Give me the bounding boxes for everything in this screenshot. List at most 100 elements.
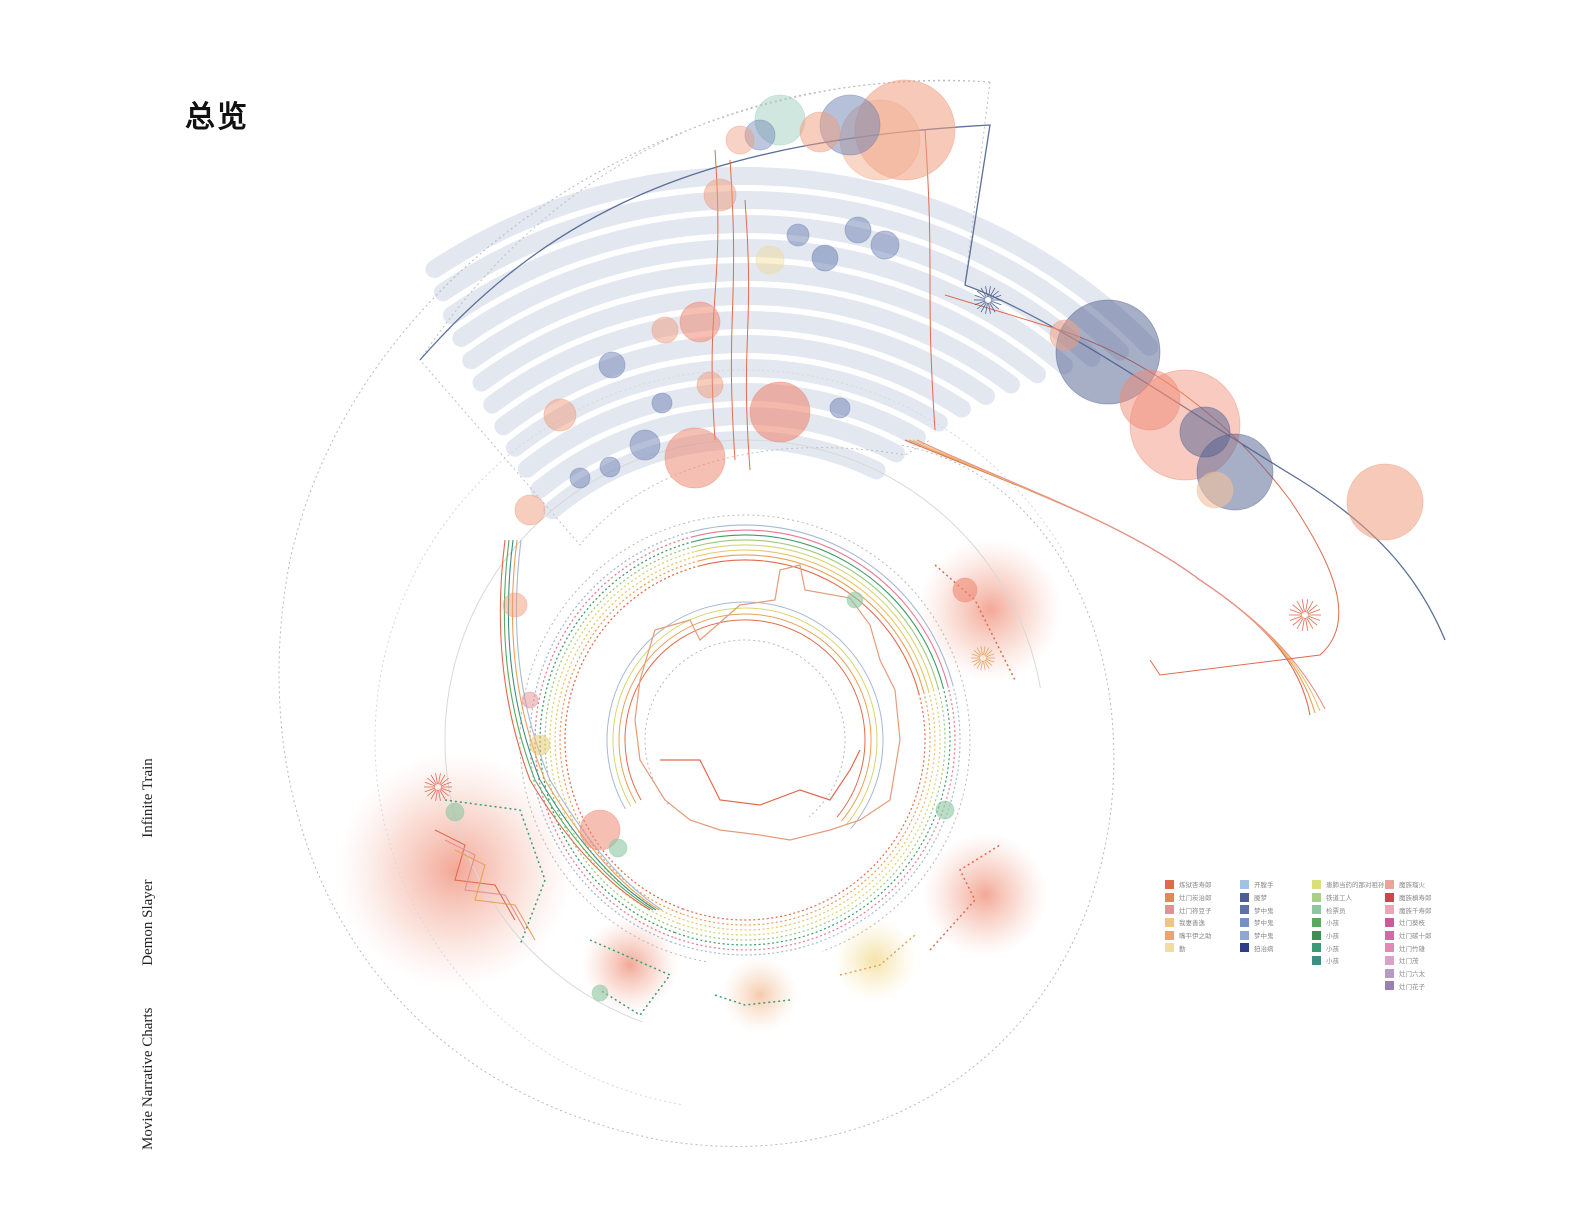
burst-ray [1306, 617, 1314, 630]
burst-ray [973, 659, 981, 667]
story-bubble [1196, 471, 1234, 509]
inner-storyline [634, 564, 901, 841]
legend-item: 灶门六太 [1385, 967, 1432, 980]
legend-label: 我妻善逸 [1179, 919, 1205, 928]
legend-label: 魔族瑠火 [1399, 881, 1425, 890]
legend-label: 灶门葵枝 [1399, 919, 1425, 928]
ring-line [534, 536, 691, 938]
burst-ray [1307, 609, 1321, 615]
story-bubble [579, 809, 621, 851]
inner-storyline [660, 749, 861, 806]
story-bubble [543, 398, 577, 432]
burst-ray [1296, 617, 1304, 630]
ring-line [679, 690, 936, 931]
story-bubble [755, 245, 785, 275]
guide-ring-layer [278, 79, 1115, 1147]
starburst-marker [974, 286, 1002, 314]
burst-ray [985, 658, 995, 663]
burst-ray [985, 649, 993, 657]
story-bubble [870, 230, 900, 260]
legend-swatch [1385, 917, 1394, 927]
story-bubble [514, 494, 546, 526]
burst-ray [1301, 617, 1305, 631]
legend-item: 灶门茂 [1385, 954, 1432, 967]
ring-line [672, 685, 956, 951]
burst-ray [440, 788, 449, 797]
inner-ring [618, 613, 872, 822]
burst-ray [988, 286, 991, 298]
legend-label: 灶门六太 [1399, 970, 1425, 979]
legend-item: 魔族千寿郎 [1385, 903, 1432, 916]
legend-label: 炼狱杏寿郎 [1179, 881, 1212, 890]
legend-swatch [1165, 892, 1174, 902]
ring-line [696, 554, 925, 693]
burst-ray [971, 658, 981, 663]
legend-item: 炼狱杏寿郎 [1165, 878, 1212, 891]
legend-label: 灶门竹雄 [1399, 944, 1425, 953]
legend-swatch [1385, 943, 1394, 953]
burst-ray [424, 787, 436, 793]
storyline-right [916, 439, 1326, 710]
burst-ray [424, 781, 436, 787]
burst-ray [1296, 600, 1304, 613]
legend-item: 狛治病 [1240, 941, 1274, 954]
legend-item: 勤 [1165, 941, 1212, 954]
burst-ray [438, 773, 441, 785]
burst-ray [440, 781, 452, 787]
story-bubble [725, 125, 755, 155]
ring-line [695, 549, 930, 691]
ring-line [681, 691, 931, 926]
legend-swatch [1165, 943, 1174, 953]
story-bubble [608, 838, 628, 858]
burst-ray [1292, 604, 1303, 614]
legend-label: 魇梦 [1254, 894, 1267, 903]
story-bubble [786, 223, 810, 247]
scene-glow [833, 918, 917, 1002]
legend-swatch [1312, 892, 1321, 902]
arc-band [452, 239, 1073, 375]
legend-item: 魇梦 [1240, 891, 1274, 904]
legend-swatch [1240, 930, 1249, 940]
legend-item: 小孩 [1312, 954, 1391, 967]
story-bubble [811, 244, 839, 272]
inner-ring [612, 607, 878, 826]
story-bubble [829, 397, 851, 419]
scene-storyline [839, 934, 916, 976]
arc-band [443, 215, 1101, 367]
story-bubble [744, 119, 776, 151]
legend-swatch [1385, 981, 1394, 991]
outer-ring [444, 439, 1041, 1023]
scene-storyline [589, 939, 672, 1017]
legend-label: 灶门花子 [1399, 982, 1425, 991]
legend-label: 小孩 [1326, 932, 1339, 941]
legend-item: 灶门竹雄 [1385, 941, 1432, 954]
outer-guide-path [278, 79, 1115, 1147]
legend-item: 梦中鬼 [1240, 929, 1274, 942]
legend-item: 铁道工人 [1312, 891, 1391, 904]
burst-ray [976, 647, 982, 656]
burst-ray [439, 774, 446, 785]
story-bubble [1346, 463, 1424, 541]
legend-item: 小孩 [1312, 916, 1391, 929]
burst-ray [1289, 615, 1303, 621]
burst-layer [424, 286, 1321, 801]
scene-storyline [444, 839, 526, 931]
burst-ray [990, 300, 1002, 306]
starburst-marker [424, 773, 452, 801]
legend-label: 小孩 [1326, 919, 1339, 928]
inner-ring [624, 619, 866, 818]
scene-storyline [714, 994, 791, 1006]
storyline-left [499, 539, 651, 911]
legend-item: 小孩 [1312, 929, 1391, 942]
legend-item: 灶门花子 [1385, 980, 1432, 993]
legend-swatch [1240, 943, 1249, 953]
story-bubble [651, 316, 679, 344]
legend-label: 检票员 [1326, 906, 1346, 915]
ring-line [559, 560, 698, 915]
story-bubble [1049, 319, 1081, 351]
scene-glow [337, 752, 573, 988]
burst-ray [980, 287, 987, 298]
legend-swatch [1312, 879, 1321, 889]
burst-ray [427, 788, 436, 797]
ring-line [694, 544, 934, 690]
